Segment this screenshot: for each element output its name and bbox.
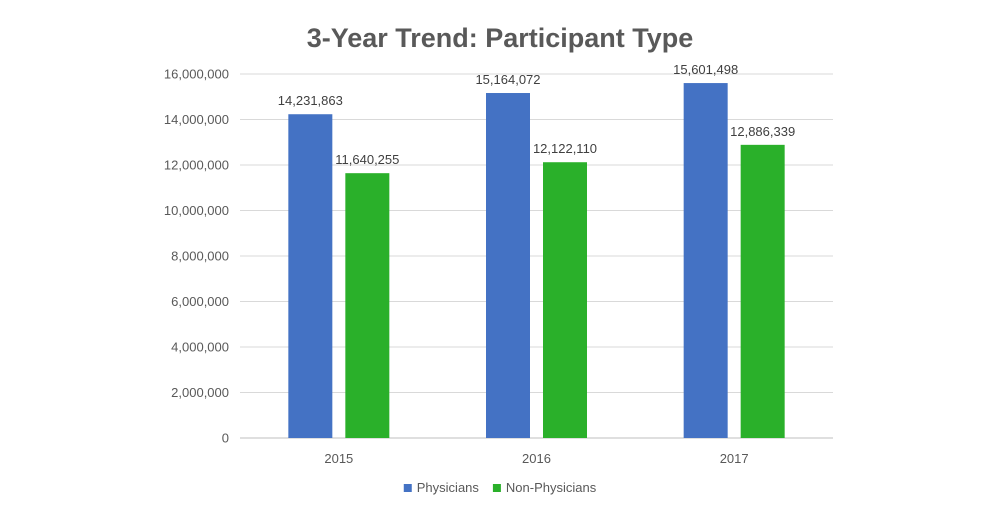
y-tick-label: 16,000,000 (164, 67, 229, 82)
bar (288, 114, 333, 439)
bar (683, 83, 728, 438)
data-label: 15,601,498 (673, 62, 738, 77)
x-tick-label: 2015 (324, 451, 353, 466)
bar (486, 93, 530, 438)
bar (740, 144, 785, 438)
legend: Physicians Non-Physicians (403, 480, 597, 495)
y-axis-tick-labels: 0 2,000,000 4,000,000 6,000,000 8,000,000 10,… (164, 67, 229, 446)
y-tick-label: 6,000,000 (171, 294, 229, 309)
data-labels: 14,231,863 11,640,255 15,164,072 12,122,110… (278, 62, 795, 167)
bars (288, 83, 785, 439)
data-label: 14,231,863 (278, 93, 343, 108)
y-tick-label: 4,000,000 (171, 340, 229, 355)
y-tick-label: 12,000,000 (164, 158, 229, 173)
chart-title: 3-Year Trend: Participant Type (307, 23, 694, 53)
legend-label: Non-Physicians (506, 480, 597, 495)
gridlines (240, 73, 833, 439)
y-tick-label: 0 (222, 431, 229, 446)
data-label: 12,122,110 (533, 141, 597, 156)
data-label: 12,886,339 (730, 124, 795, 139)
y-tick-label: 10,000,000 (164, 203, 229, 218)
y-tick-label: 2,000,000 (171, 385, 229, 400)
data-label: 11,640,255 (335, 152, 399, 167)
legend-label: Physicians (417, 480, 480, 495)
y-tick-label: 14,000,000 (164, 112, 229, 127)
data-label: 15,164,072 (475, 72, 540, 87)
x-tick-label: 2017 (720, 451, 749, 466)
bar (345, 173, 390, 438)
bar (543, 162, 587, 439)
x-tick-label: 2016 (522, 451, 551, 466)
legend-swatch (403, 484, 412, 492)
legend-swatch (492, 484, 501, 492)
y-tick-label: 8,000,000 (171, 249, 229, 264)
x-axis-tick-labels: 2015 2016 2017 (324, 451, 748, 466)
